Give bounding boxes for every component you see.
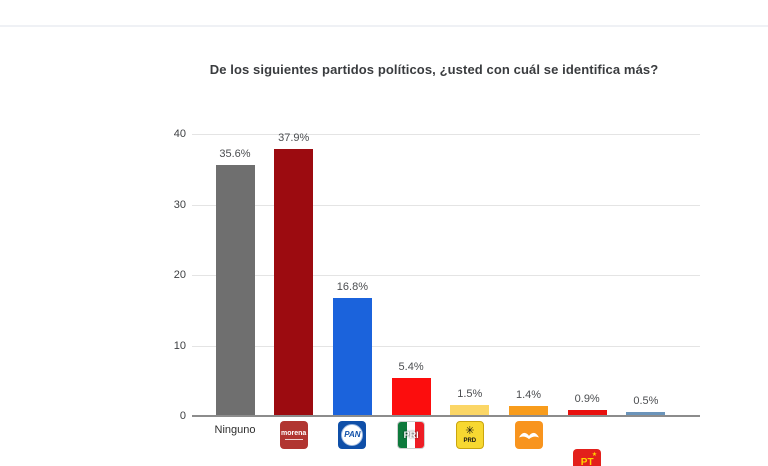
- morena-logo-subline: [284, 439, 303, 440]
- prd-sun-icon: ✳: [465, 425, 475, 437]
- pt-star-icon: ★: [591, 452, 598, 458]
- pri-logo-red-stripe: [415, 422, 425, 448]
- morena-logo: morena: [279, 421, 308, 449]
- x-label-ninguno: Ninguno: [214, 424, 256, 436]
- pt-logo-text: PT: [580, 457, 594, 466]
- gridline-30: [192, 204, 700, 206]
- prd-logo: ✳ PRD: [455, 421, 484, 449]
- chart-title: De los siguientes partidos políticos, ¿u…: [209, 62, 659, 77]
- bar-morena: [274, 148, 314, 416]
- value-label-ninguno: 35.6%: [219, 148, 251, 161]
- bar-ninguno: [215, 165, 255, 416]
- y-tick-label-40: 40: [173, 128, 186, 140]
- pri-logo-white-stripe: [406, 422, 416, 448]
- pri-logo: PRI: [397, 421, 426, 449]
- value-label-pri: 5.4%: [398, 360, 424, 373]
- movimiento-ciudadano-logo: [514, 421, 543, 449]
- value-label-morena: 37.9%: [278, 131, 310, 144]
- eagle-icon: [518, 432, 539, 440]
- pan-logo: PAN: [338, 421, 367, 449]
- value-label-partido-verde: 0.5%: [633, 395, 659, 408]
- bar-pt: [567, 409, 607, 416]
- bar-pri: [391, 377, 431, 416]
- bar-movimiento-ciudadano: [509, 406, 548, 416]
- pan-logo-text: PAN: [344, 430, 361, 439]
- y-tick-label-20: 20: [173, 269, 186, 281]
- y-tick-label-0: 0: [179, 410, 186, 422]
- top-divider: [0, 25, 768, 27]
- gridline-20: [192, 275, 700, 276]
- x-axis-line: [192, 415, 700, 417]
- gridline-40: [192, 134, 700, 135]
- value-label-pan: 16.8%: [336, 280, 368, 293]
- pt-logo: ★ PT: [573, 449, 602, 466]
- value-label-movimiento-ciudadano: 1.4%: [515, 389, 542, 402]
- morena-logo-text: morena: [281, 430, 307, 437]
- pri-logo-text: PRI: [403, 429, 419, 440]
- bar-prd: [450, 405, 490, 416]
- value-label-pt: 0.9%: [574, 392, 600, 405]
- value-label-prd: 1.5%: [457, 388, 483, 401]
- y-tick-label-10: 10: [173, 339, 186, 352]
- y-tick-label-30: 30: [173, 198, 186, 211]
- bar-pan: [332, 297, 372, 416]
- bar-partido-verde: [626, 412, 666, 416]
- pan-logo-circle: PAN: [341, 424, 364, 446]
- gridline-10: [192, 345, 700, 347]
- prd-logo-text: PRD: [463, 438, 477, 444]
- pri-logo-green-stripe: [398, 422, 407, 448]
